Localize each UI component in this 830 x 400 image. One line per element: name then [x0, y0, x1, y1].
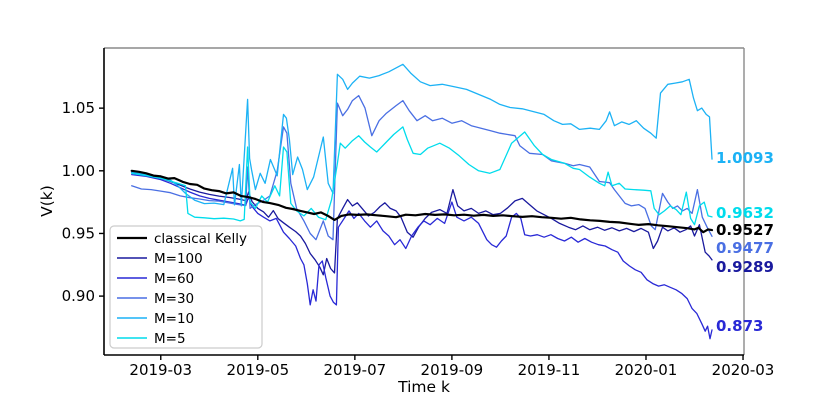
legend-item-label: M=5	[154, 331, 186, 347]
end-value-label-m-100: 0.9289	[716, 258, 774, 276]
x-tick-label: 2020-01	[615, 361, 678, 379]
x-tick-label: 2019-09	[421, 361, 484, 379]
y-tick-label: 0.95	[62, 224, 95, 242]
legend-item-label: M=60	[154, 271, 194, 287]
x-tick-label: 2019-05	[226, 361, 289, 379]
x-axis-title: Time k	[397, 378, 450, 396]
series-line-m-10	[131, 63, 713, 207]
end-value-labels: 0.9527 0.9289 0.873 0.9477 1.0093 0.9632	[716, 149, 774, 335]
x-tick-label: 2019-07	[324, 361, 387, 379]
legend-box	[109, 225, 263, 349]
x-tick-label: 2020-03	[712, 361, 775, 379]
legend-item-m-10: M=10	[117, 311, 194, 327]
end-value-label-m-30: 0.9477	[716, 239, 774, 257]
series-layer	[130, 63, 714, 340]
series-line-m-30	[131, 94, 713, 241]
end-value-label-m-10: 1.0093	[716, 149, 774, 167]
y-axis-title: V(k)	[38, 185, 56, 217]
x-tick-label: 2019-03	[129, 361, 192, 379]
legend-item-label: M=100	[154, 251, 203, 267]
legend-item-m-5: M=5	[117, 331, 186, 347]
legend-item-label: M=30	[154, 291, 194, 307]
legend-item-label: M=10	[154, 311, 194, 327]
legend-item-label: classical Kelly	[154, 231, 247, 247]
legend-item-classical-kelly: classical Kelly	[117, 231, 247, 247]
series-line-m-5	[131, 126, 713, 226]
end-value-label-m-60: 0.873	[716, 317, 763, 335]
end-value-label-classical-kelly: 0.9527	[716, 221, 774, 239]
axes-layer: 2019-03 2019-05 2019-07 2019-09 2019-11 2020-…	[62, 47, 775, 379]
y-tick-label: 1.00	[62, 162, 95, 180]
series-line-m-100	[131, 172, 713, 276]
legend-item-m-60: M=60	[117, 271, 194, 287]
y-tick-label: 0.90	[62, 287, 95, 305]
end-value-label-m-5: 0.9632	[716, 204, 774, 222]
series-line-m-60	[131, 173, 713, 340]
legend-item-m-30: M=30	[117, 291, 194, 307]
series-line-classical-kelly	[130, 169, 714, 234]
legend-item-m-100: M=100	[117, 251, 203, 267]
x-tick-label: 2019-11	[518, 361, 581, 379]
y-tick-label: 1.05	[62, 99, 95, 117]
legend: classical Kelly M=100 M=60 M=30 M=10 M=5	[109, 225, 263, 349]
